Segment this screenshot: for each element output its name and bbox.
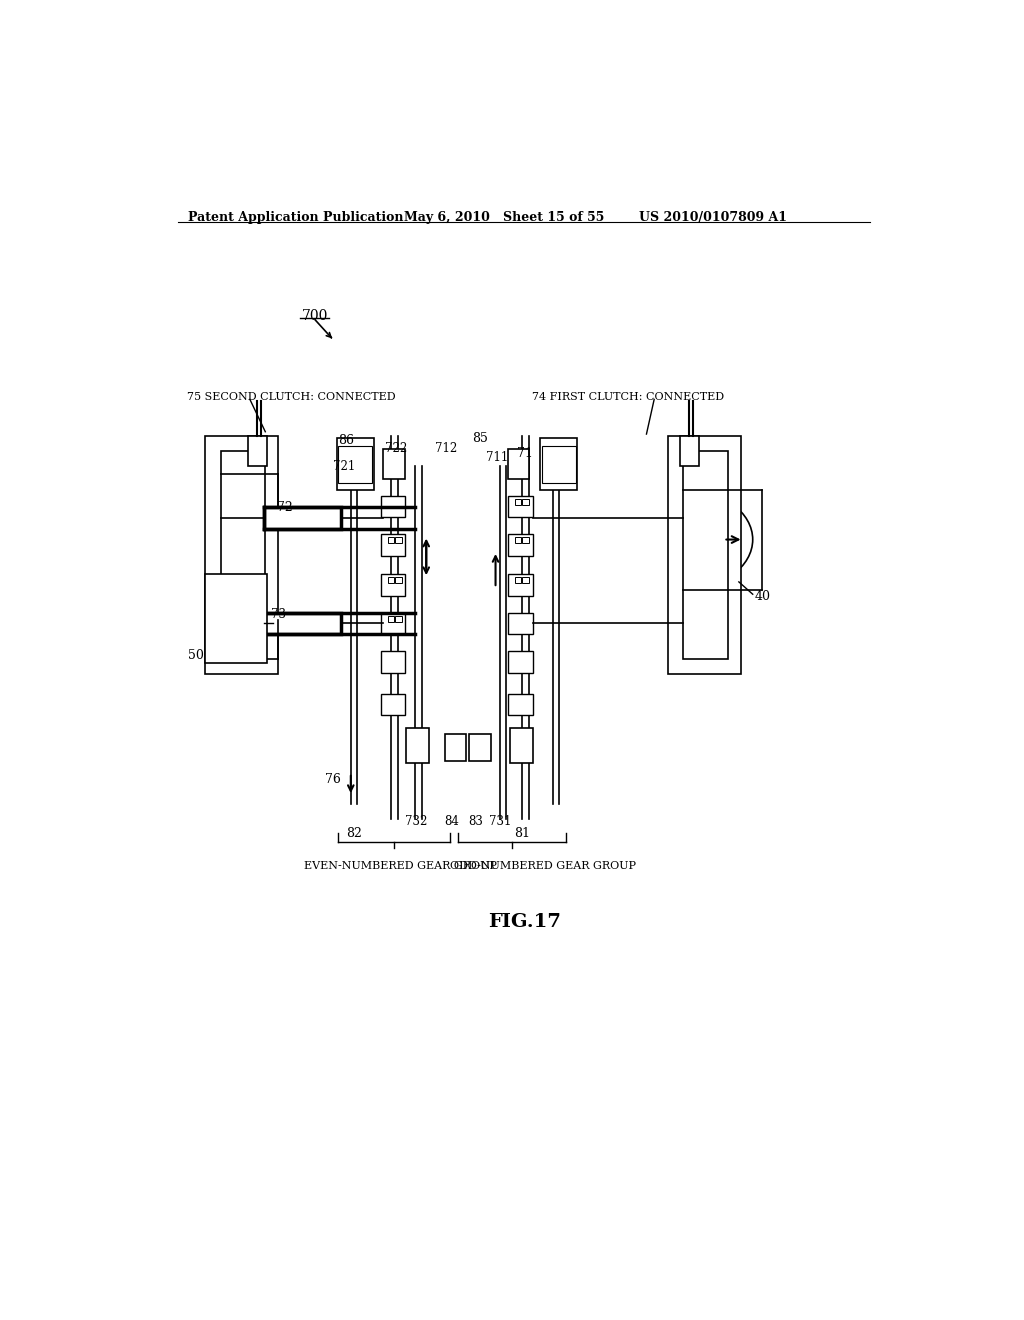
Text: 73: 73 [271, 609, 287, 622]
Bar [339, 446, 373, 483]
Bar [381, 693, 406, 715]
Text: 722: 722 [385, 442, 408, 455]
Text: ODD-NUMBERED GEAR GROUP: ODD-NUMBERED GEAR GROUP [451, 861, 636, 871]
Bar [510, 729, 534, 763]
Text: 700: 700 [301, 309, 328, 322]
Bar [522, 577, 528, 583]
Bar [469, 734, 490, 762]
Bar [381, 612, 406, 635]
Bar [522, 499, 528, 506]
Bar [515, 499, 521, 506]
Text: 82: 82 [346, 826, 362, 840]
Bar [515, 537, 521, 544]
Text: 76: 76 [325, 774, 340, 785]
Bar [542, 446, 575, 483]
Text: FIG.17: FIG.17 [488, 913, 561, 931]
Bar [668, 436, 741, 675]
Bar [508, 651, 532, 673]
Bar [508, 612, 532, 635]
Text: US 2010/0107809 A1: US 2010/0107809 A1 [639, 211, 786, 224]
Bar [383, 449, 404, 479]
Bar [388, 577, 394, 583]
Text: 86: 86 [339, 434, 354, 447]
Text: 50: 50 [188, 649, 204, 661]
Bar [248, 436, 267, 466]
Bar [680, 436, 698, 466]
Text: 75 SECOND CLUTCH: CONNECTED: 75 SECOND CLUTCH: CONNECTED [186, 392, 395, 401]
Text: 74 FIRST CLUTCH: CONNECTED: 74 FIRST CLUTCH: CONNECTED [532, 392, 725, 401]
Text: 712: 712 [435, 442, 458, 455]
Bar [395, 537, 401, 544]
Text: 81: 81 [514, 826, 530, 840]
Bar [541, 438, 578, 490]
Bar [381, 496, 406, 517]
Text: 85: 85 [472, 432, 487, 445]
Text: 40: 40 [755, 590, 770, 603]
Text: 72: 72 [276, 502, 293, 513]
Bar [205, 436, 279, 675]
Bar [508, 449, 529, 479]
Bar [508, 574, 532, 595]
Text: 731: 731 [488, 816, 511, 828]
Bar [515, 577, 521, 583]
Text: 84: 84 [444, 816, 459, 828]
Bar [395, 577, 401, 583]
Text: EVEN-NUMBERED GEAR GROUP: EVEN-NUMBERED GEAR GROUP [304, 861, 497, 871]
Bar [337, 438, 374, 490]
Bar [444, 734, 466, 762]
Bar [388, 537, 394, 544]
Bar [395, 615, 401, 622]
Bar [683, 451, 728, 659]
Bar [508, 693, 532, 715]
Bar [381, 574, 406, 595]
Bar [220, 451, 265, 659]
Bar [264, 612, 341, 635]
Bar [381, 651, 406, 673]
Text: 721: 721 [333, 461, 355, 474]
Text: 83: 83 [468, 816, 482, 828]
Text: 71: 71 [517, 447, 532, 461]
Text: 732: 732 [406, 816, 428, 828]
Bar [381, 535, 406, 556]
Text: 711: 711 [486, 451, 509, 465]
Bar [205, 574, 267, 663]
Text: May 6, 2010   Sheet 15 of 55: May 6, 2010 Sheet 15 of 55 [403, 211, 604, 224]
Bar [508, 496, 532, 517]
Bar [388, 615, 394, 622]
Bar [508, 535, 532, 556]
Bar [407, 729, 429, 763]
Bar [522, 537, 528, 544]
Text: Patent Application Publication: Patent Application Publication [188, 211, 403, 224]
Bar [264, 507, 341, 529]
